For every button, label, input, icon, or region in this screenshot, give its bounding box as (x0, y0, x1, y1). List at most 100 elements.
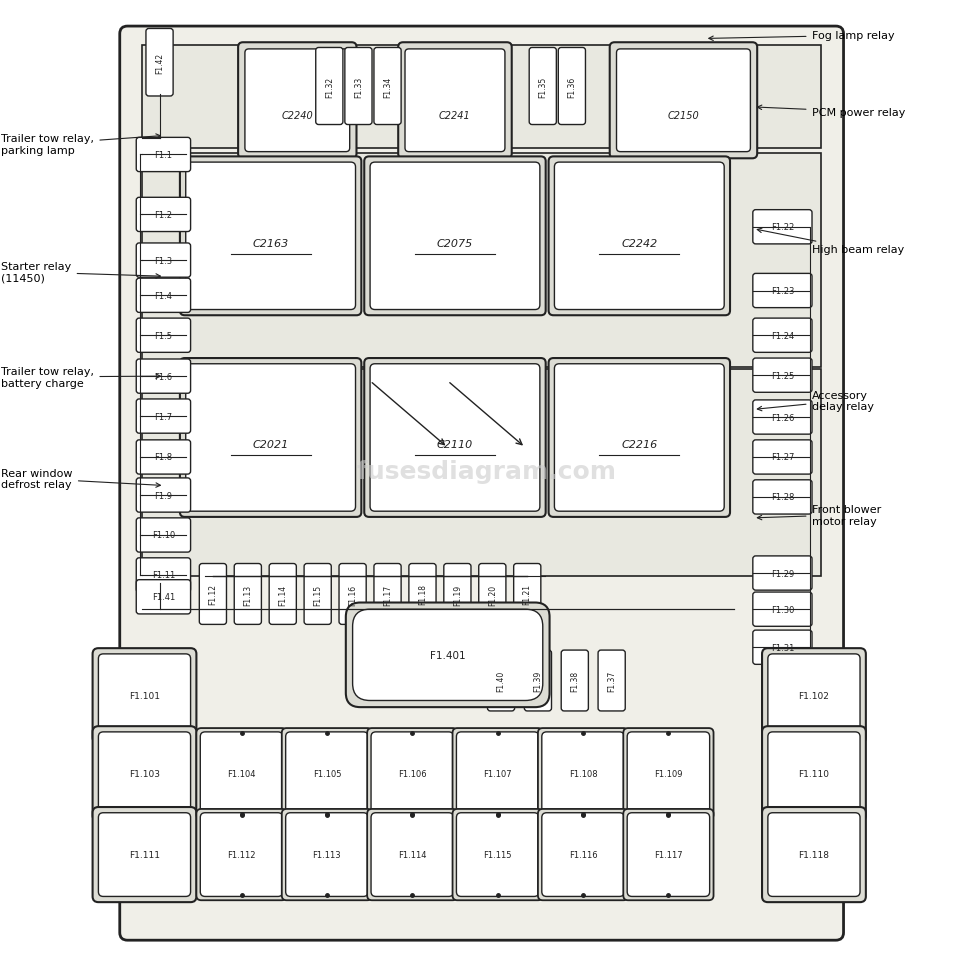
FancyBboxPatch shape (136, 138, 191, 172)
FancyBboxPatch shape (452, 809, 543, 901)
Text: fusesdiagram.com: fusesdiagram.com (356, 459, 617, 484)
Text: F1.116: F1.116 (569, 850, 597, 860)
Text: C2163: C2163 (253, 238, 289, 249)
FancyBboxPatch shape (555, 364, 724, 512)
Text: F1.37: F1.37 (607, 670, 616, 692)
Text: F1.10: F1.10 (152, 531, 175, 540)
FancyBboxPatch shape (136, 359, 191, 394)
Text: F1.38: F1.38 (570, 670, 579, 691)
Text: F1.117: F1.117 (654, 850, 683, 860)
Text: F1.31: F1.31 (771, 643, 794, 652)
FancyBboxPatch shape (762, 648, 866, 743)
FancyBboxPatch shape (282, 728, 372, 820)
FancyBboxPatch shape (753, 480, 812, 515)
Text: F1.109: F1.109 (654, 769, 683, 779)
FancyBboxPatch shape (762, 726, 866, 821)
Text: F1.15: F1.15 (313, 584, 322, 605)
FancyBboxPatch shape (371, 732, 453, 816)
FancyBboxPatch shape (120, 27, 844, 941)
FancyBboxPatch shape (180, 157, 361, 315)
FancyBboxPatch shape (405, 50, 505, 152)
Text: F1.118: F1.118 (799, 850, 829, 860)
Bar (142, 46, 821, 149)
FancyBboxPatch shape (352, 610, 543, 700)
Text: C2240: C2240 (281, 111, 313, 120)
Text: PCM power relay: PCM power relay (757, 106, 905, 117)
FancyBboxPatch shape (367, 728, 457, 820)
Text: F1.101: F1.101 (129, 692, 160, 700)
Text: F1.114: F1.114 (398, 850, 426, 860)
Text: F1.112: F1.112 (228, 850, 256, 860)
FancyBboxPatch shape (136, 558, 191, 593)
Text: F1.108: F1.108 (569, 769, 597, 779)
FancyBboxPatch shape (452, 728, 543, 820)
Text: F1.9: F1.9 (155, 491, 172, 500)
FancyBboxPatch shape (753, 211, 812, 245)
Text: F1.27: F1.27 (771, 453, 794, 462)
Text: Fog lamp relay: Fog lamp relay (708, 31, 894, 41)
FancyBboxPatch shape (345, 603, 550, 707)
Text: C2021: C2021 (253, 440, 289, 450)
FancyBboxPatch shape (753, 593, 812, 627)
Text: F1.25: F1.25 (771, 372, 794, 380)
Text: C2241: C2241 (439, 111, 471, 120)
FancyBboxPatch shape (186, 163, 355, 311)
Bar (142, 369, 821, 577)
FancyBboxPatch shape (286, 813, 368, 897)
Text: F1.24: F1.24 (771, 332, 794, 340)
FancyBboxPatch shape (753, 358, 812, 393)
FancyBboxPatch shape (282, 809, 372, 901)
FancyBboxPatch shape (186, 364, 355, 512)
FancyBboxPatch shape (344, 49, 372, 126)
Text: F1.13: F1.13 (243, 584, 252, 605)
Text: Trailer tow relay,
battery charge: Trailer tow relay, battery charge (1, 367, 161, 388)
FancyBboxPatch shape (197, 728, 287, 820)
Text: Rear window
defrost relay: Rear window defrost relay (1, 468, 161, 490)
Text: F1.14: F1.14 (278, 584, 287, 605)
FancyBboxPatch shape (370, 364, 540, 512)
FancyBboxPatch shape (768, 732, 860, 816)
Text: F1.113: F1.113 (312, 850, 342, 860)
Text: F1.401: F1.401 (430, 650, 465, 660)
FancyBboxPatch shape (245, 50, 349, 152)
FancyBboxPatch shape (364, 157, 546, 315)
Text: F1.105: F1.105 (312, 769, 342, 779)
Text: F1.33: F1.33 (354, 76, 363, 97)
FancyBboxPatch shape (538, 809, 629, 901)
FancyBboxPatch shape (136, 318, 191, 353)
FancyBboxPatch shape (549, 358, 730, 517)
FancyBboxPatch shape (374, 564, 401, 625)
Text: F1.12: F1.12 (208, 584, 217, 605)
Text: C2242: C2242 (621, 238, 658, 249)
FancyBboxPatch shape (339, 564, 366, 625)
FancyBboxPatch shape (136, 198, 191, 233)
Bar (142, 153, 821, 367)
FancyBboxPatch shape (479, 564, 506, 625)
Text: F1.39: F1.39 (533, 670, 542, 692)
FancyBboxPatch shape (136, 244, 191, 278)
Text: C2150: C2150 (667, 111, 700, 120)
FancyBboxPatch shape (529, 49, 557, 126)
FancyBboxPatch shape (598, 650, 626, 711)
FancyBboxPatch shape (197, 809, 287, 901)
Text: F1.6: F1.6 (155, 373, 172, 381)
Text: F1.29: F1.29 (771, 569, 794, 578)
FancyBboxPatch shape (624, 728, 713, 820)
FancyBboxPatch shape (561, 650, 589, 711)
Text: F1.23: F1.23 (771, 287, 794, 295)
FancyBboxPatch shape (146, 30, 173, 97)
Text: Trailer tow relay,
parking lamp: Trailer tow relay, parking lamp (1, 133, 161, 155)
Text: F1.106: F1.106 (398, 769, 426, 779)
FancyBboxPatch shape (617, 50, 750, 152)
Text: F1.35: F1.35 (538, 76, 547, 97)
Text: F1.1: F1.1 (155, 151, 172, 160)
FancyBboxPatch shape (514, 564, 541, 625)
FancyBboxPatch shape (374, 49, 401, 126)
FancyBboxPatch shape (409, 564, 436, 625)
Text: F1.11: F1.11 (152, 571, 175, 579)
Text: F1.2: F1.2 (155, 211, 172, 220)
Text: F1.40: F1.40 (496, 670, 506, 692)
Text: Accessory
delay relay: Accessory delay relay (757, 391, 874, 412)
Text: F1.41: F1.41 (152, 593, 175, 601)
FancyBboxPatch shape (559, 49, 586, 126)
